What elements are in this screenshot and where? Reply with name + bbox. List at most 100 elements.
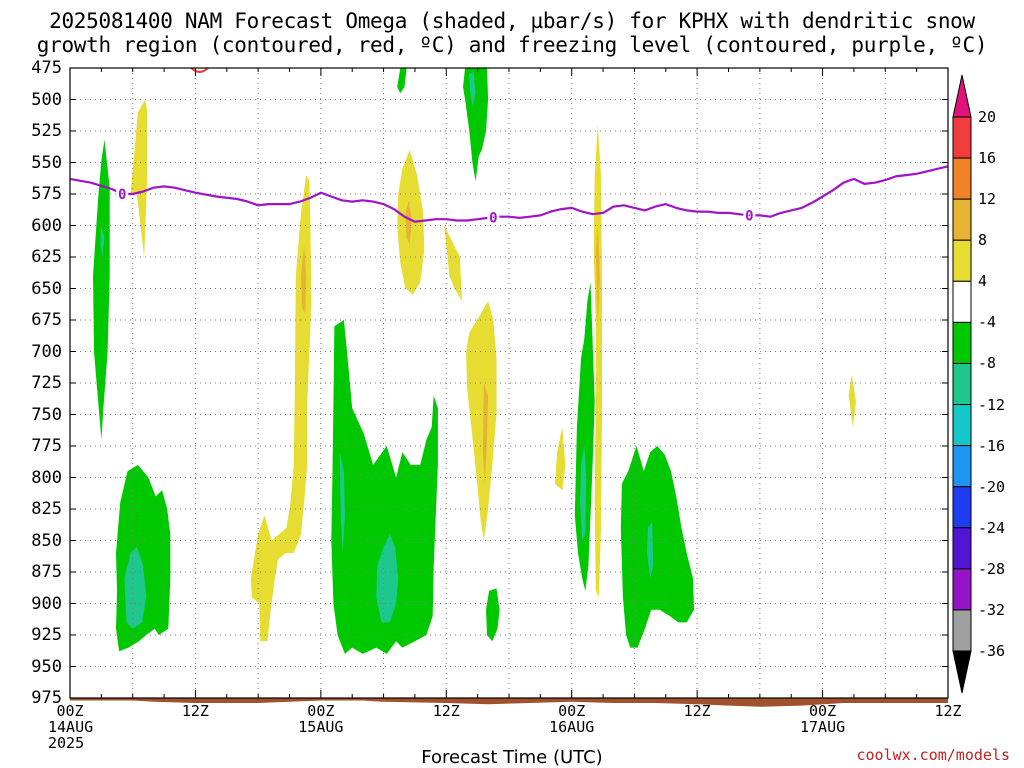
y-tick-label: 900 — [31, 593, 62, 614]
omega-region — [482, 383, 489, 484]
contour-label-bg — [487, 210, 500, 225]
terrain-fill — [70, 698, 948, 707]
y-tick-label: 475 — [31, 58, 62, 78]
omega-region — [100, 225, 105, 257]
colorbar-label: -16 — [978, 436, 1006, 455]
colorbar — [952, 74, 972, 694]
y-tick-label: 950 — [31, 656, 62, 677]
dendritic-contour — [190, 67, 209, 73]
colorbar-label: -4 — [978, 313, 997, 332]
omega-region — [331, 320, 438, 654]
colorbar-label: -8 — [978, 354, 997, 373]
colorbar-label: 8 — [978, 231, 988, 250]
contour-label-bg — [116, 187, 129, 201]
terrain-surface — [70, 698, 948, 707]
colorbar-swatch — [952, 527, 972, 570]
chart-title-line2: growth region (contoured, red, ºC) and f… — [36, 33, 988, 57]
colorbar-swatch — [952, 609, 972, 652]
grid-lines — [70, 68, 948, 698]
colorbar-swatch — [952, 362, 972, 406]
colorbar-swatch — [952, 445, 972, 488]
x-tick-label: 12Z — [683, 702, 711, 720]
omega-region — [466, 301, 497, 541]
y-tick-label: 850 — [31, 530, 62, 551]
colorbar-label: 16 — [978, 149, 997, 168]
omega-region — [469, 71, 476, 106]
colorbar-label: -20 — [978, 477, 1006, 496]
colorbar-swatch — [952, 157, 972, 200]
y-tick-label: 825 — [31, 499, 62, 519]
x-tick-label: 00Z — [558, 702, 586, 720]
x-tick-label: 00Z — [56, 702, 84, 720]
omega-region — [116, 464, 171, 652]
x-tick-label: 12Z — [934, 702, 962, 720]
omega-region — [555, 427, 566, 491]
omega-region — [301, 244, 307, 314]
colorbar-swatch — [952, 116, 972, 159]
omega-region — [130, 99, 148, 257]
y-tick-label: 750 — [31, 404, 62, 425]
x-axis-title: Forecast Time (UTC) — [421, 747, 603, 768]
omega-region — [405, 200, 412, 245]
y-tick-label: 925 — [31, 625, 62, 645]
colorbar-label: -24 — [978, 518, 1006, 537]
colorbar-label: -28 — [978, 559, 1006, 578]
colorbar-label: -36 — [978, 642, 1006, 660]
x-tick-label: 12Z — [432, 702, 460, 720]
credit-link[interactable]: coolwx.com/models — [856, 746, 1010, 764]
omega-region — [124, 546, 147, 629]
omega-region — [250, 175, 312, 642]
colorbar-label: 12 — [978, 190, 997, 209]
colorbar-swatch — [952, 404, 972, 447]
x-tick-label: 14AUG — [48, 718, 94, 736]
omega-shading — [93, 68, 856, 654]
omega-region — [574, 282, 595, 591]
omega-region — [595, 225, 600, 327]
freezing-level-label: 0 — [118, 187, 126, 203]
y-tick-label: 575 — [31, 184, 62, 204]
colorbar-swatch — [952, 486, 972, 529]
colorbar-top-arrow — [952, 74, 972, 118]
freezing-level-label: 0 — [745, 208, 753, 224]
y-tick-label: 625 — [31, 247, 62, 267]
colorbar-label: -12 — [978, 395, 1006, 414]
colorbar-bottom-arrow — [952, 650, 972, 694]
chart-title-line1: 2025081400 NAM Forecast Omega (shaded, µ… — [49, 9, 975, 33]
omega-region — [93, 139, 110, 440]
x-tick-label: 17AUG — [799, 718, 846, 736]
y-tick-label: 975 — [31, 688, 62, 708]
y-tick-label: 775 — [31, 436, 62, 456]
omega-region — [580, 446, 587, 541]
colorbar-swatch — [952, 198, 972, 241]
y-tick-label: 700 — [31, 341, 62, 362]
y-tick-label: 800 — [31, 467, 62, 488]
dendritic-growth-contour — [190, 67, 209, 73]
y-tick-label: 875 — [31, 562, 62, 582]
y-tick-label: 525 — [31, 121, 62, 141]
omega-region — [647, 521, 654, 579]
omega-region — [444, 225, 462, 302]
omega-region — [848, 374, 856, 428]
freezing-level-line — [69, 165, 949, 223]
y-tick-label: 500 — [31, 89, 62, 110]
freezing-level-label: 0 — [489, 210, 497, 226]
colorbar-label: -32 — [978, 600, 1006, 619]
x-tick-label: 12Z — [181, 702, 209, 720]
colorbar-swatch — [952, 568, 972, 611]
y-tick-label: 675 — [31, 310, 62, 330]
y-tick-label: 650 — [31, 278, 62, 299]
contour-label-bg — [743, 208, 756, 223]
colorbar-label: 20 — [978, 108, 997, 126]
x-tick-label: 2025 — [48, 734, 85, 752]
omega-region — [486, 588, 500, 642]
axis-ticks — [69, 67, 949, 699]
colorbar-label: 4 — [978, 272, 988, 291]
y-tick-label: 725 — [31, 373, 62, 393]
y-tick-label: 600 — [31, 215, 62, 236]
omega-region — [593, 124, 602, 598]
x-tick-label: 00Z — [307, 702, 335, 720]
x-tick-label: 15AUG — [298, 718, 344, 736]
omega-region — [463, 68, 489, 182]
colorbar-swatch — [952, 239, 972, 282]
